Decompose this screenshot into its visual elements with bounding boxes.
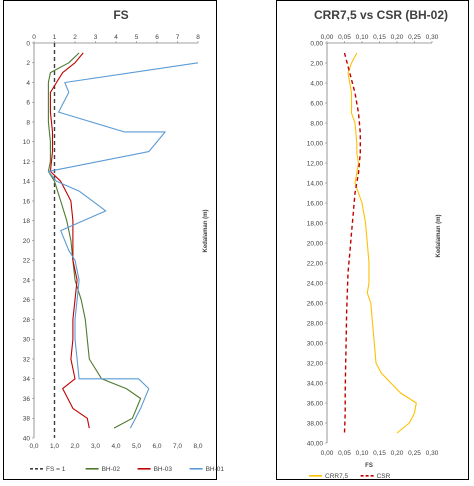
crr-x-bottom-tick-label: 0,30 [426, 450, 439, 457]
fs-x-tick-label: 0 [32, 34, 36, 41]
fs-y-tick-label: 0 [26, 40, 30, 47]
fs-y-tick-label: 24 [23, 277, 31, 284]
fs-y-tick-label: 22 [23, 258, 31, 265]
crr-x-bottom-tick-label: 0,20 [391, 450, 404, 457]
fs-x-bottom-tick-label: 0,0 [29, 443, 38, 450]
crr-y-tick-label: 22,00 [307, 260, 324, 267]
fs-x-tick-label: 8 [196, 34, 200, 41]
crr-y-tick-label: 0,00 [310, 40, 323, 47]
crr-series-line-crr7-5 [347, 52, 417, 434]
crr-csr-y-axis-label: Kedalaman (m) [436, 214, 442, 257]
crr-y-tick-label: 24,00 [307, 280, 324, 287]
crr-y-tick-label: 2,00 [310, 60, 323, 67]
fs-y-tick-label: 20 [23, 238, 31, 245]
fs-series-line-bh-02 [47, 52, 142, 429]
fs-y-tick-label: 34 [23, 376, 31, 383]
crr-x-bottom-tick-label: 0,15 [373, 450, 386, 457]
fs-x-bottom-tick-label: 1,0 [50, 443, 59, 450]
crr-y-tick-label: 18,00 [307, 220, 324, 227]
crr-y-tick-label: 28,00 [307, 320, 324, 327]
fs-chart-title: FS [113, 8, 128, 22]
fs-x-bottom-tick-label: 5,0 [132, 443, 141, 450]
crr-y-tick-label: 14,00 [307, 180, 324, 187]
fs-y-tick-label: 40 [23, 435, 31, 442]
crr-x-tick-label: 0,10 [356, 34, 369, 41]
crr-x-tick-label: 0,25 [408, 34, 421, 41]
fs-y-tick-label: 14 [23, 179, 31, 186]
fs-y-tick-label: 26 [23, 297, 31, 304]
fs-x-tick-label: 5 [135, 34, 139, 41]
crr-series-line-csr [343, 52, 362, 434]
fs-x-bottom-tick-label: 6,0 [152, 443, 161, 450]
crr-y-tick-label: 32,00 [307, 360, 324, 367]
crr-x-bottom-tick-label: 0,10 [356, 450, 369, 457]
crr-y-tick-label: 38,00 [307, 420, 324, 427]
crr-csr-chart: CRR7,5 vs CSR (BH-02) Kedalaman (m) FS 0… [307, 8, 448, 480]
fs-y-axis-label: Kedalaman (m) [203, 209, 209, 252]
fs-x-bottom-tick-label: 7,0 [173, 443, 182, 450]
crr-y-tick-label: 26,00 [307, 300, 324, 307]
crr-legend-label-crr7-5: CRR7,5 [325, 473, 349, 480]
fs-series-line-bh-01 [47, 62, 199, 429]
crr-y-tick-label: 6,00 [310, 100, 323, 107]
fs-legend-label-bh-01: BH-01 [206, 466, 225, 473]
fs-y-tick-label: 12 [23, 159, 31, 166]
fs-x-tick-label: 3 [94, 34, 98, 41]
crr-csr-x-axis-label: FS [365, 463, 373, 469]
fs-x-tick-label: 7 [176, 34, 180, 41]
crr-y-tick-label: 10,00 [307, 140, 324, 147]
fs-y-tick-label: 36 [23, 396, 31, 403]
crr-x-tick-label: 0,20 [391, 34, 404, 41]
fs-y-tick-label: 28 [23, 317, 31, 324]
fs-y-tick-label: 18 [23, 218, 31, 225]
fs-y-tick-label: 8 [26, 119, 30, 126]
fs-x-tick-label: 1 [53, 34, 57, 41]
crr-csr-chart-panel: CRR7,5 vs CSR (BH-02) Kedalaman (m) FS 0… [276, 0, 469, 480]
fs-chart: FS Kedalaman (m) 0 1 2 3 4 5 6 7 80,0 1,0 2,0 3,0 4,… [23, 8, 225, 473]
crr-x-bottom-tick-label: 0,25 [408, 450, 421, 457]
crr-legend-label-csr: CSR [377, 473, 391, 480]
crr-x-bottom-tick-label: 0,00 [321, 450, 334, 457]
fs-x-bottom-tick-label: 3,0 [91, 443, 100, 450]
crr-y-tick-label: 20,00 [307, 240, 324, 247]
crr-y-tick-label: 30,00 [307, 340, 324, 347]
fs-series-line-bh-03 [49, 52, 90, 429]
fs-y-tick-label: 38 [23, 416, 31, 423]
crr-y-tick-label: 34,00 [307, 380, 324, 387]
crr-csr-chart-title: CRR7,5 vs CSR (BH-02) [314, 8, 448, 22]
fs-x-tick-label: 2 [73, 34, 77, 41]
crr-x-tick-label: 0,30 [426, 34, 439, 41]
fs-legend-label-bh-02: BH-02 [102, 466, 121, 473]
crr-x-bottom-tick-label: 0,05 [338, 450, 351, 457]
fs-y-tick-label: 30 [23, 337, 31, 344]
fs-y-tick-label: 6 [26, 100, 30, 107]
fs-legend-label-bh-03: BH-03 [154, 466, 173, 473]
fs-y-tick-label: 16 [23, 198, 31, 205]
crr-y-tick-label: 12,00 [307, 160, 324, 167]
fs-x-bottom-tick-label: 8,0 [193, 443, 202, 450]
fs-legend-label-fs-1: FS = 1 [46, 466, 66, 473]
crr-x-tick-label: 0,05 [338, 34, 351, 41]
fs-y-tick-label: 32 [23, 356, 31, 363]
fs-y-tick-label: 4 [26, 80, 30, 87]
fs-chart-panel: FS Kedalaman (m) 0 1 2 3 4 5 6 7 8 0,0 1,0 2,0 3,0 4,… [3, 0, 225, 480]
fs-y-tick-label: 2 [26, 60, 30, 67]
crr-y-tick-label: 40,00 [307, 440, 324, 447]
fs-x-bottom-tick-label: 2,0 [70, 443, 79, 450]
crr-x-tick-label: 0,15 [373, 34, 386, 41]
crr-y-tick-label: 4,00 [310, 80, 323, 87]
crr-y-tick-label: 36,00 [307, 400, 324, 407]
fs-y-tick-label: 10 [23, 139, 31, 146]
crr-y-tick-label: 16,00 [307, 200, 324, 207]
fs-x-tick-label: 6 [155, 34, 159, 41]
fs-x-tick-label: 4 [114, 34, 118, 41]
crr-y-tick-label: 8,00 [310, 120, 323, 127]
fs-x-bottom-tick-label: 4,0 [111, 443, 120, 450]
crr-x-tick-label: 0,00 [321, 34, 334, 41]
